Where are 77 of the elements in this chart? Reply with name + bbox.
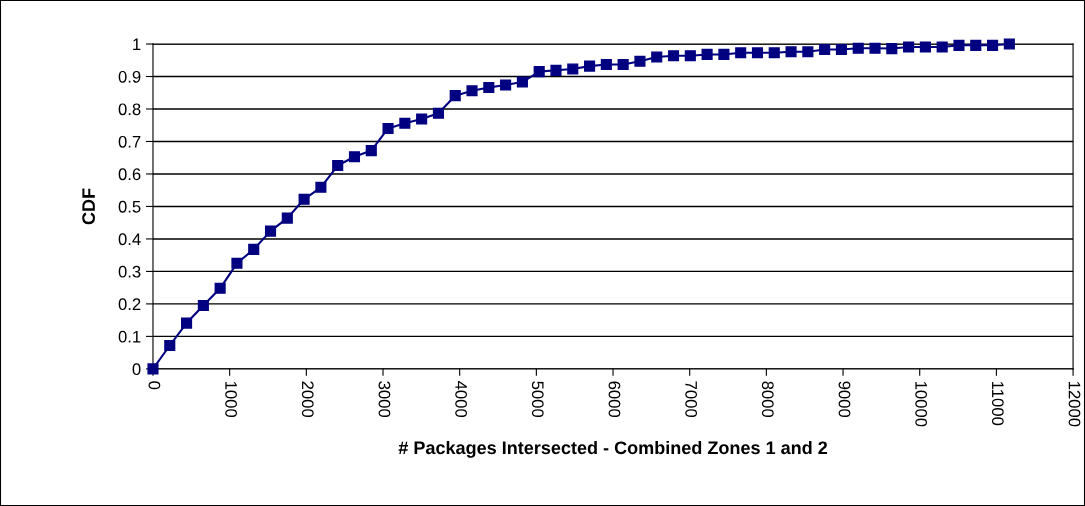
x-tick-label: 7000 [685, 381, 698, 418]
point [164, 339, 176, 352]
point [332, 159, 344, 172]
point [936, 41, 948, 53]
point [667, 50, 680, 62]
point [264, 225, 277, 237]
point [584, 60, 596, 72]
point [533, 66, 545, 78]
y-tick-label: 0.2 [118, 298, 141, 311]
point [953, 39, 965, 51]
point [567, 63, 579, 75]
point [483, 81, 495, 94]
point [315, 181, 327, 193]
y-tick-label: 0.3 [118, 265, 141, 278]
point [701, 48, 713, 60]
point [869, 42, 881, 54]
y-tick-label: 0.7 [118, 135, 141, 148]
point [970, 39, 982, 51]
point [634, 55, 646, 67]
point [802, 46, 814, 58]
x-tick-label: 9000 [838, 381, 851, 418]
point [382, 122, 394, 135]
point [348, 151, 361, 163]
x-tick-label: 12000 [1068, 381, 1081, 427]
point [819, 43, 831, 56]
point [248, 243, 260, 255]
x-tick-label: 11000 [991, 381, 1004, 426]
point [735, 47, 747, 59]
y-tick-label: 0.4 [118, 233, 141, 246]
point [768, 47, 780, 59]
point [416, 113, 428, 125]
x-tick-label: 6000 [608, 381, 621, 418]
y-axis-title: CDF [82, 188, 95, 225]
point [281, 212, 293, 224]
y-tick-label: 0.5 [118, 200, 141, 213]
x-tick-label: 3000 [378, 381, 391, 418]
point [919, 41, 931, 53]
x-tick-label: 1000 [225, 381, 237, 418]
point [835, 43, 847, 56]
x-tick-label: 0 [148, 381, 161, 390]
point [466, 85, 478, 97]
y-tick-label: 0.6 [118, 168, 141, 181]
point [181, 317, 193, 329]
y-tick-label: 0.1 [118, 330, 141, 343]
point [903, 41, 915, 53]
point [1003, 38, 1015, 50]
x-tick-label: 2000 [301, 381, 314, 418]
point [886, 43, 898, 55]
x-tick-label: 8000 [761, 381, 774, 418]
point [298, 193, 310, 205]
point [432, 107, 444, 119]
point [500, 79, 512, 91]
point [399, 117, 411, 129]
point [449, 90, 461, 102]
point [651, 51, 663, 63]
x-tick-label: 4000 [455, 381, 468, 418]
point [987, 39, 999, 51]
y-tick-label: 0 [132, 363, 141, 376]
point [516, 76, 528, 88]
point [600, 58, 612, 71]
point [852, 42, 864, 54]
y-tick-label: 1 [133, 38, 141, 51]
point [751, 47, 764, 59]
x-axis-title: # Packages Intersected - Combined Zones 1 and 2 [398, 440, 828, 458]
point [214, 282, 226, 294]
point [365, 145, 377, 157]
point [231, 257, 243, 269]
x-tick-label: 10000 [915, 381, 928, 427]
point [617, 58, 629, 71]
point [718, 48, 730, 60]
point [785, 46, 797, 58]
x-tick-label: 5000 [531, 381, 544, 418]
y-tick-label: 0.9 [118, 70, 141, 83]
y-tick-label: 0.8 [118, 103, 141, 116]
point [197, 299, 209, 312]
point [550, 64, 562, 76]
point [684, 50, 696, 62]
